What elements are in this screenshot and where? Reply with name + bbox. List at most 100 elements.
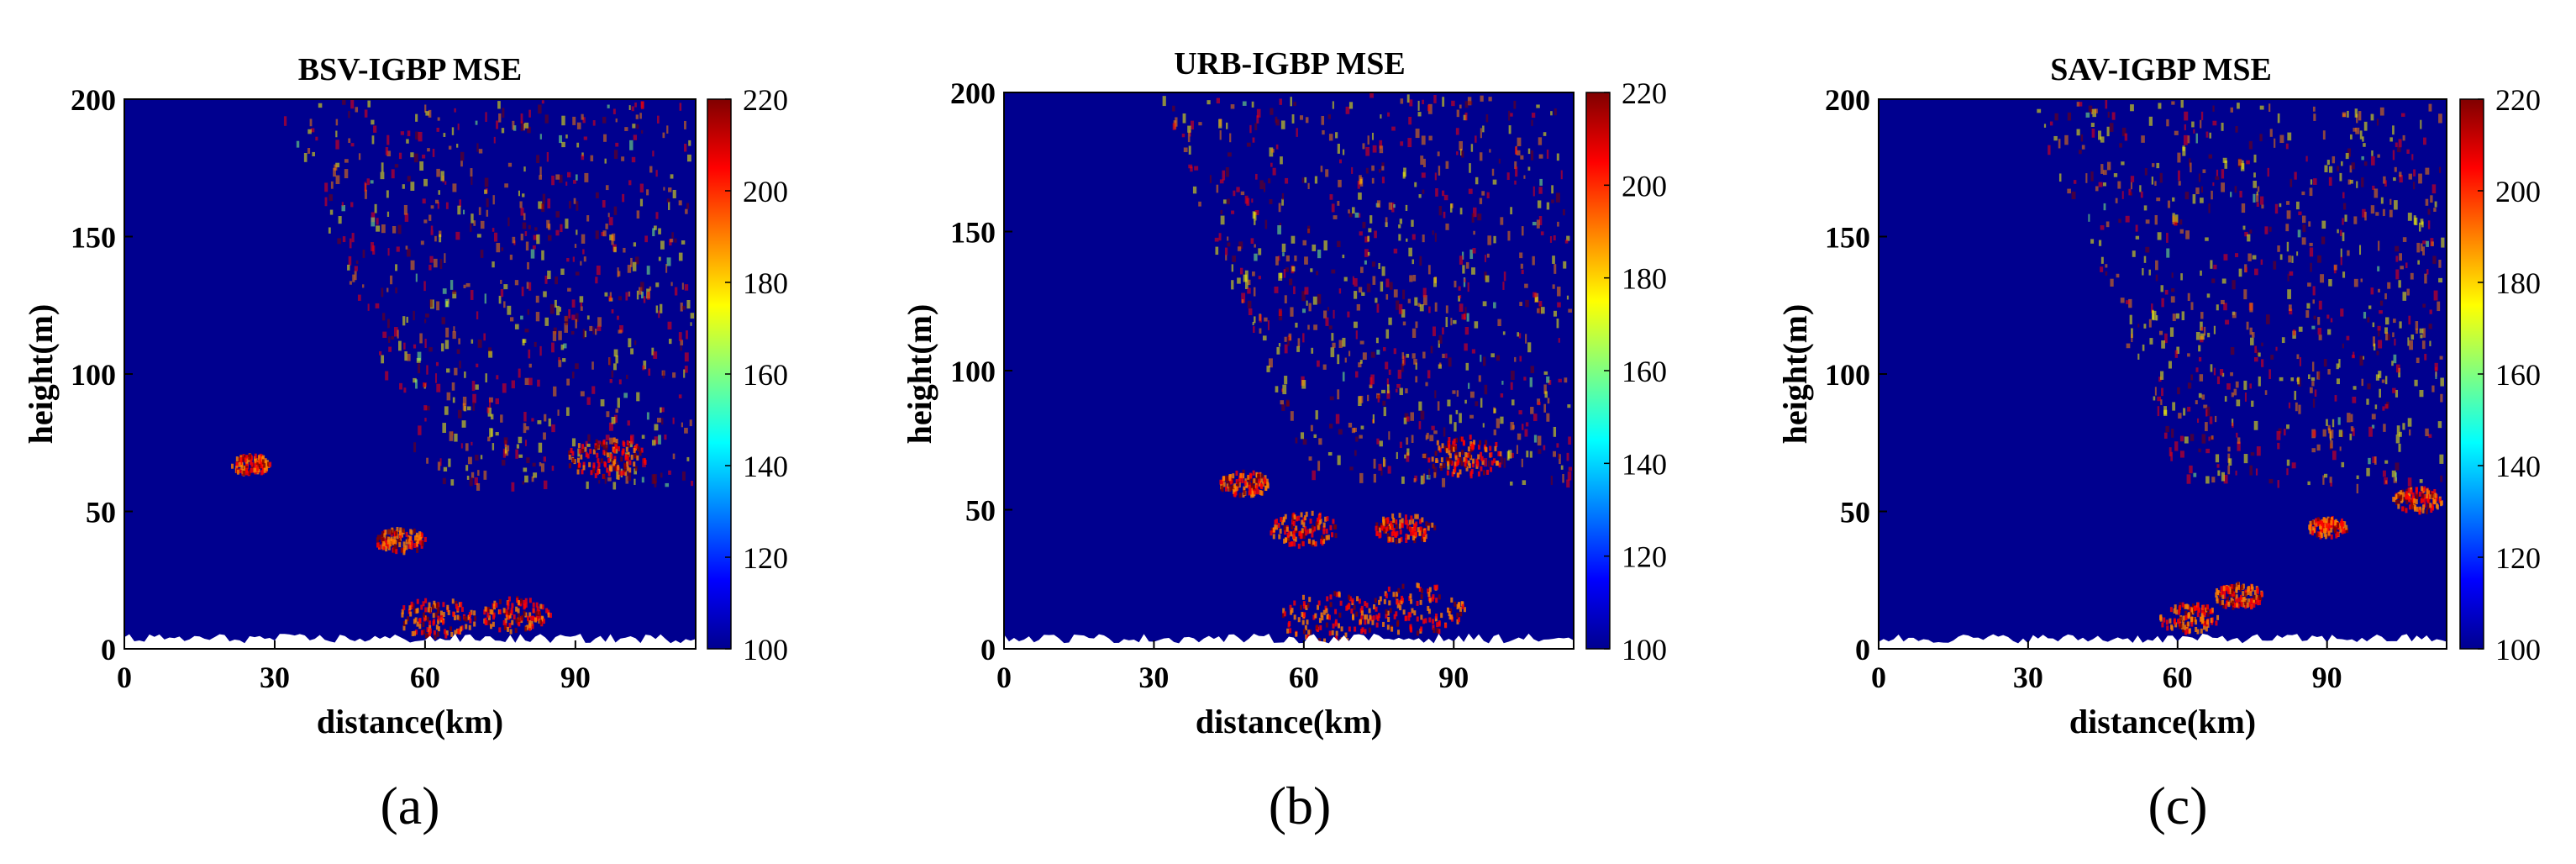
heatmap-cell [1348, 102, 1354, 109]
y-tick-label: 50 [965, 494, 996, 528]
heatmap-cell [1548, 380, 1552, 385]
heatmap-cell [1454, 280, 1457, 287]
heatmap-cell [1427, 592, 1431, 598]
heatmap-cell [2106, 161, 2111, 171]
heatmap-cell [1379, 532, 1382, 538]
heatmap-cell [1409, 275, 1413, 282]
heatmap-cell [2326, 160, 2330, 166]
heatmap-cell [2438, 259, 2442, 268]
heatmap-cell [2206, 604, 2210, 610]
heatmap-cell [1460, 150, 1464, 158]
heatmap-cell [2346, 527, 2349, 533]
heatmap-cell [1318, 514, 1322, 520]
heatmap-cell [424, 418, 427, 422]
heatmap-cell [2295, 201, 2300, 210]
heatmap-cell [2152, 310, 2157, 321]
heatmap-cell [527, 261, 529, 270]
heatmap-cell [1398, 513, 1401, 519]
heatmap-cell [1552, 284, 1555, 289]
heatmap-cell [518, 454, 523, 458]
heatmap-cell [608, 217, 613, 226]
heatmap-cell [2253, 357, 2258, 362]
heatmap-cell [462, 403, 466, 411]
heatmap-cell [2242, 225, 2246, 230]
heatmap-cell [1455, 451, 1459, 457]
heatmap-cell [2231, 419, 2234, 426]
heatmap-cell [1301, 528, 1304, 534]
heatmap-cell [516, 598, 519, 603]
heatmap-cell [2417, 260, 2420, 265]
heatmap-cell [2387, 334, 2390, 340]
heatmap-cell [362, 284, 365, 288]
heatmap-cell [666, 198, 670, 203]
heatmap-cell [2226, 586, 2229, 592]
heatmap-cell [407, 176, 411, 182]
heatmap-cell [328, 227, 331, 234]
heatmap-cell [1481, 191, 1485, 196]
heatmap-cell [1290, 97, 1292, 107]
heatmap-cell [1269, 147, 1274, 157]
heatmap-cell [1514, 146, 1517, 155]
heatmap-cell [2187, 407, 2191, 412]
heatmap-cell [2287, 132, 2292, 141]
heatmap-cell [415, 608, 418, 614]
heatmap-cell [1443, 427, 1446, 437]
heatmap-cell [428, 620, 432, 626]
heatmap-cell [629, 140, 633, 150]
heatmap-cell [2213, 264, 2217, 270]
heatmap-cell [1383, 459, 1386, 467]
heatmap-cell [654, 424, 659, 431]
heatmap-cell [503, 437, 508, 444]
heatmap-cell [678, 394, 682, 398]
heatmap-cell [2251, 400, 2254, 407]
heatmap-cell [1252, 137, 1255, 143]
heatmap-cell [607, 213, 610, 218]
heatmap-cell [492, 261, 495, 268]
heatmap-cell [1427, 370, 1431, 379]
heatmap-cell [2203, 404, 2208, 408]
heatmap-cell [1521, 458, 1523, 467]
heatmap-cell [437, 619, 440, 624]
heatmap-cell [1455, 409, 1459, 414]
heatmap-cell [1385, 593, 1388, 598]
heatmap-cell [397, 224, 402, 234]
heatmap-cell [2105, 271, 2108, 276]
heatmap-cell [2244, 603, 2247, 609]
heatmap-cell [460, 626, 463, 632]
heatmap-cell [2410, 272, 2414, 280]
heatmap-cell [1464, 307, 1467, 317]
heatmap-cell [433, 258, 438, 268]
heatmap-cell [630, 348, 634, 355]
heatmap-cell [1301, 519, 1304, 525]
heatmap-cell [2431, 184, 2437, 194]
y-tick-label: 100 [950, 355, 996, 388]
heatmap-cell [1318, 637, 1322, 643]
heatmap-cell [1311, 347, 1314, 354]
heatmap-cell [261, 469, 265, 475]
heatmap-cell [2058, 139, 2061, 149]
heatmap-cell [478, 149, 483, 154]
heatmap-cell [1398, 538, 1401, 544]
heatmap-cell [1264, 486, 1268, 492]
heatmap-cell [1293, 102, 1296, 106]
heatmap-cell [452, 292, 457, 299]
heatmap-cell [1484, 255, 1486, 262]
heatmap-cell [2432, 498, 2436, 504]
heatmap-cell [2387, 282, 2391, 289]
heatmap-cell [1360, 610, 1364, 616]
heatmap-cell [523, 213, 526, 221]
heatmap-cell [424, 633, 428, 639]
heatmap-cell [488, 397, 493, 403]
heatmap-cell [2158, 330, 2163, 335]
heatmap-cell [2398, 280, 2401, 288]
heatmap-cell [334, 164, 338, 171]
heatmap-cell [612, 482, 617, 490]
heatmap-cell [2190, 162, 2192, 173]
heatmap-cell [2250, 452, 2255, 456]
heatmap-cell [2253, 602, 2256, 608]
heatmap-cell [400, 131, 404, 135]
heatmap-cell [2160, 399, 2163, 405]
heatmap-cell [2321, 524, 2324, 530]
heatmap-cell [1499, 450, 1502, 456]
heatmap-cell [1275, 524, 1279, 530]
